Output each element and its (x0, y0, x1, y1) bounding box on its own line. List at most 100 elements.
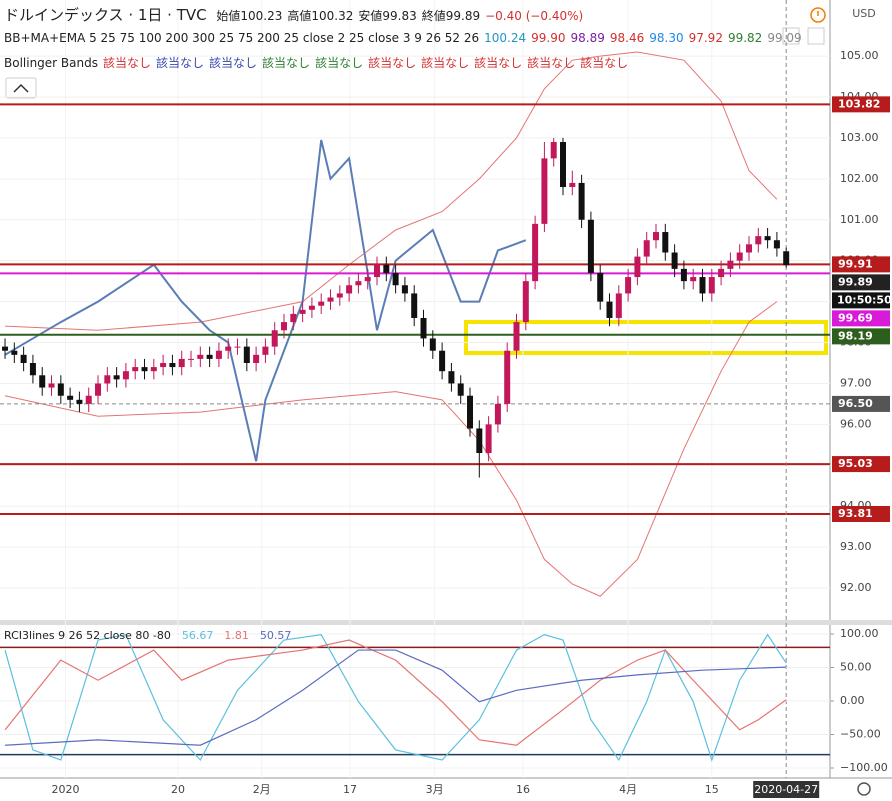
candle-body (141, 367, 148, 372)
candle-body (439, 350, 446, 372)
indicator-value: 該当なし (103, 56, 152, 70)
candle-body (708, 277, 715, 294)
candle-body (169, 362, 176, 368)
x-tick-label: 17 (343, 783, 357, 796)
candle-body (308, 305, 315, 310)
time-label-box (832, 292, 890, 309)
price-label-box (832, 328, 890, 345)
candle-body (718, 268, 725, 278)
candle-body (355, 281, 362, 286)
indicator-values: 100.24 99.90 98.89 98.46 98.30 97.92 99.82 99.0… (484, 31, 807, 45)
candle-body (206, 354, 213, 359)
candle-body (253, 354, 260, 363)
y-tick-label: −50.00 (840, 728, 881, 741)
candle-body (160, 362, 167, 368)
candle-body (727, 260, 734, 269)
maximize-button[interactable] (807, 27, 825, 45)
x-tick-label: 2月 (253, 783, 271, 796)
candle-body (188, 358, 195, 360)
ohlc-value: 高値100.32 (287, 9, 354, 23)
indicator-value: 97.92 (688, 31, 723, 45)
ohlc: 始値100.23 高値100.32 安値99.83 終値99.89 −0.40 (−0.… (216, 9, 588, 23)
indicator-value: 98.89 (570, 31, 605, 45)
candle-body (541, 158, 548, 224)
date-label-box (753, 781, 820, 798)
indicator-values: 該当なし 該当なし 該当なし 該当なし 該当なし 該当なし 該当なし 該当なし 該当なし 該当なし (103, 56, 633, 70)
candle-body (653, 232, 660, 241)
rci-line (4, 639, 787, 746)
candle-body (39, 375, 46, 388)
indicator-value: 該当なし (262, 56, 311, 70)
price-label: 93.81 (838, 507, 873, 520)
candle-body (271, 330, 278, 347)
candle-body (132, 367, 139, 372)
candle-body (680, 268, 687, 282)
settings-icon[interactable] (857, 782, 871, 796)
candle-body (597, 272, 604, 302)
indicator-value: 該当なし (156, 56, 205, 70)
candle-body (615, 293, 622, 318)
candle-body (290, 313, 297, 323)
candle-body (262, 346, 269, 355)
candle-body (532, 223, 539, 282)
candle-body (243, 346, 250, 363)
rci-header: RCI3lines 9 26 52 close 80 -80 56.67 1.81 5… (4, 629, 301, 642)
candle-body (560, 142, 567, 188)
y-tick-label: 50.00 (840, 660, 872, 673)
candle-body (671, 252, 678, 269)
candle-body (448, 371, 455, 384)
candle-body (634, 256, 641, 278)
indicator-value: 98.46 (609, 31, 645, 45)
candle-body (513, 322, 520, 351)
candle-body (578, 182, 585, 220)
y-tick-label: 96.00 (840, 417, 872, 430)
candle-body (150, 367, 157, 372)
price-label-box (832, 506, 890, 523)
candle-body (178, 358, 185, 368)
candle-body (29, 362, 36, 376)
ohlc-value: 安値99.83 (358, 9, 417, 23)
candle-body (429, 338, 436, 351)
down-button[interactable] (782, 27, 800, 45)
date-label: 2020-04-27 (754, 783, 818, 796)
price-label-box (832, 274, 890, 291)
candle-body (764, 236, 771, 241)
indicator-value: 99.82 (727, 31, 763, 45)
candle-body (736, 252, 743, 261)
candle-body (197, 354, 204, 359)
candle-body (346, 285, 353, 294)
y-tick-label: 100.00 (840, 627, 879, 640)
candle-body (392, 272, 399, 286)
y-tick-label: 102.00 (840, 172, 879, 185)
rci-title: RCI3lines 9 26 52 close 80 -80 (4, 629, 171, 642)
ohlc-value: 終値99.89 (421, 9, 481, 23)
price-label: 99.69 (838, 311, 873, 324)
candle-body (662, 232, 669, 253)
indicator-value: 該当なし (527, 56, 576, 70)
collapse-button[interactable] (5, 77, 37, 99)
candle-body (95, 383, 102, 396)
candle-body (327, 297, 334, 302)
x-tick-label: 15 (705, 783, 719, 796)
candle-body (401, 285, 408, 294)
candle-body (225, 346, 232, 351)
rci-line (4, 633, 787, 762)
price-label: 99.91 (838, 257, 873, 270)
rci-line (4, 649, 787, 746)
indicator-value: 98.30 (649, 31, 684, 45)
price-label: 99.89 (838, 275, 873, 288)
indicator-value: 該当なし (421, 56, 470, 70)
candle-body (550, 142, 557, 159)
candle-body (374, 264, 381, 278)
price-label-box (832, 456, 890, 473)
rci-values: 56.67 1.81 50.57 (176, 629, 297, 642)
alert-icon[interactable] (810, 7, 826, 23)
y-tick-label: 103.00 (840, 131, 879, 144)
candle-body (281, 322, 288, 331)
symbol: ドルインデックス · 1日 · TVC (4, 6, 207, 24)
indicator-value: 該当なし (474, 56, 523, 70)
x-tick-label: 4月 (619, 783, 637, 796)
candle-body (643, 240, 650, 257)
candle-body (318, 301, 325, 306)
